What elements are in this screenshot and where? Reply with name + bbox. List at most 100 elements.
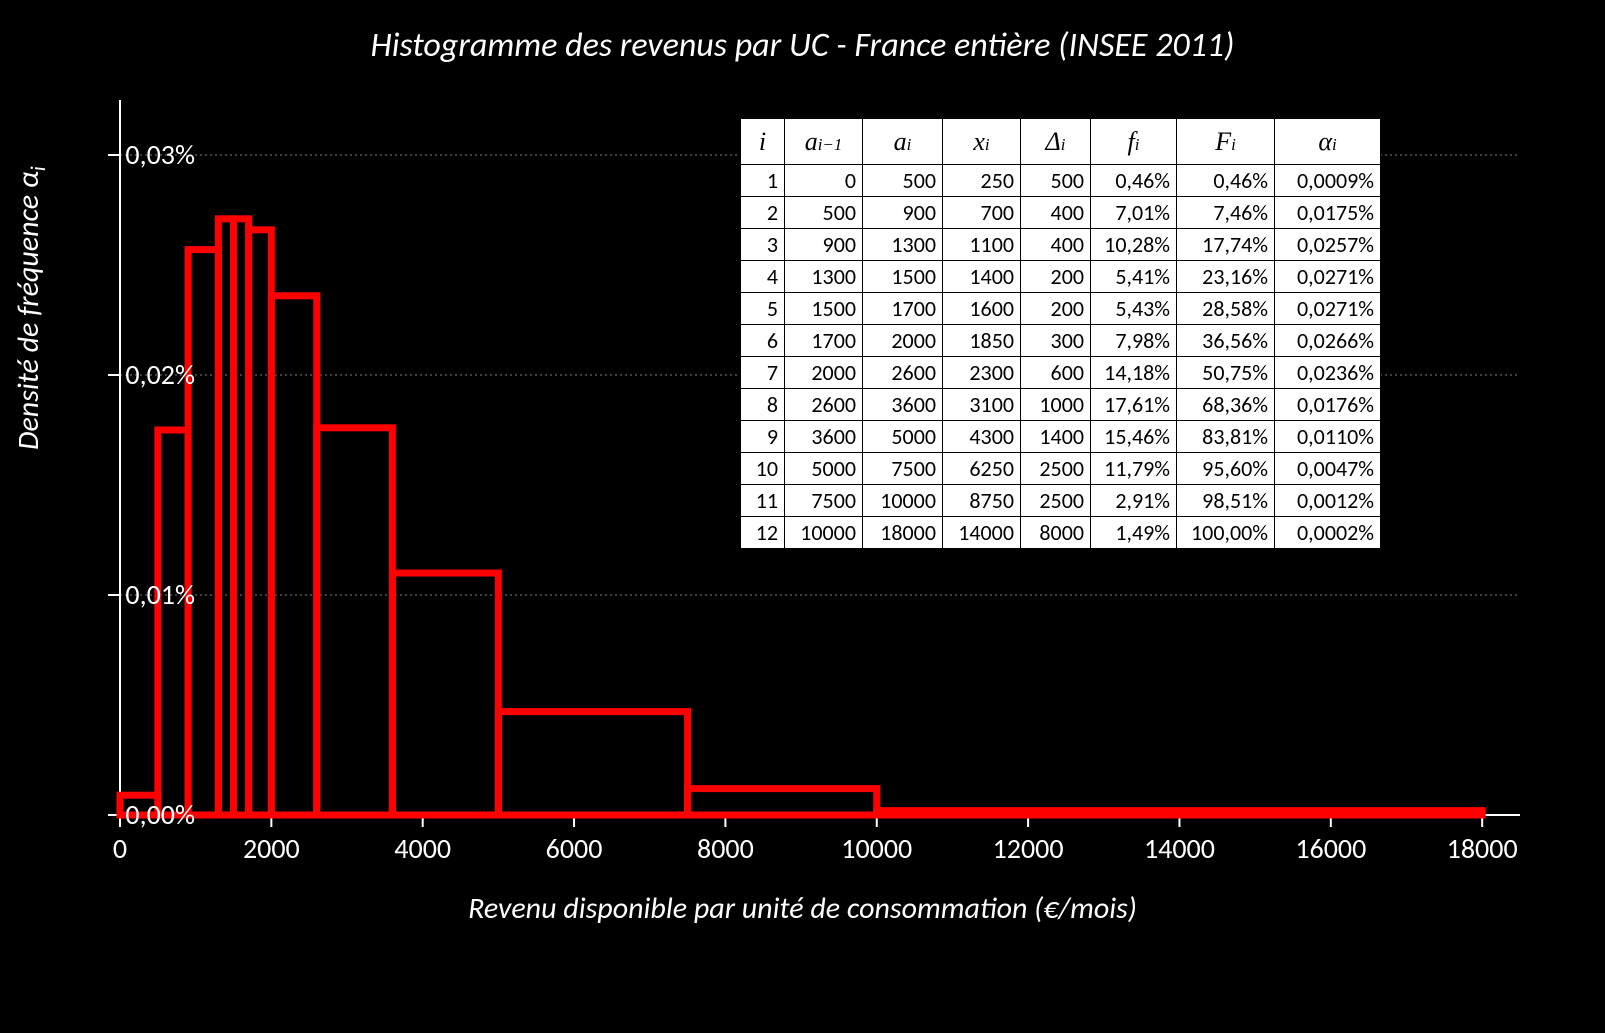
table-cell: 12 bbox=[741, 517, 785, 549]
table-cell: 95,60% bbox=[1177, 453, 1275, 485]
table-cell: 1,49% bbox=[1091, 517, 1177, 549]
histogram-bar bbox=[271, 296, 316, 815]
table-cell: 1700 bbox=[863, 293, 943, 325]
table-cell: 900 bbox=[863, 197, 943, 229]
table-cell: 0 bbox=[785, 165, 863, 197]
table-cell: 50,75% bbox=[1177, 357, 1275, 389]
histogram-bar bbox=[392, 573, 498, 815]
table-cell: 28,58% bbox=[1177, 293, 1275, 325]
table-cell: 400 bbox=[1021, 229, 1091, 261]
table-cell: 0,0012% bbox=[1275, 485, 1381, 517]
table-cell: 2300 bbox=[943, 357, 1021, 389]
table-header: xi bbox=[943, 119, 1021, 165]
histogram-bar bbox=[688, 789, 877, 815]
x-tick-label: 18000 bbox=[1447, 831, 1518, 866]
table-cell: 36,56% bbox=[1177, 325, 1275, 357]
table-cell: 10000 bbox=[863, 485, 943, 517]
table-cell: 1400 bbox=[943, 261, 1021, 293]
table-cell: 1 bbox=[741, 165, 785, 197]
table-row: 39001300110040010,28%17,74%0,0257% bbox=[741, 229, 1381, 261]
table-cell: 5 bbox=[741, 293, 785, 325]
table-cell: 8750 bbox=[943, 485, 1021, 517]
table-cell: 2500 bbox=[1021, 485, 1091, 517]
table-cell: 700 bbox=[943, 197, 1021, 229]
table-row: 10500075006250250011,79%95,60%0,0047% bbox=[741, 453, 1381, 485]
table-cell: 500 bbox=[863, 165, 943, 197]
x-tick-label: 0 bbox=[113, 831, 127, 866]
x-tick-label: 10000 bbox=[841, 831, 912, 866]
y-tick-label: 0,03% bbox=[85, 137, 195, 172]
table-header-row: iai−1aixiΔifiFiαi bbox=[741, 119, 1381, 165]
table-cell: 14,18% bbox=[1091, 357, 1177, 389]
table-cell: 500 bbox=[1021, 165, 1091, 197]
table-cell: 600 bbox=[1021, 357, 1091, 389]
table-cell: 1400 bbox=[1021, 421, 1091, 453]
table-cell: 3100 bbox=[943, 389, 1021, 421]
x-tick-label: 2000 bbox=[243, 831, 300, 866]
table-row: 8260036003100100017,61%68,36%0,0176% bbox=[741, 389, 1381, 421]
table-cell: 900 bbox=[785, 229, 863, 261]
y-tick-label: 0,01% bbox=[85, 577, 195, 612]
table-cell: 7,46% bbox=[1177, 197, 1275, 229]
table-cell: 17,74% bbox=[1177, 229, 1275, 261]
table-header: ai−1 bbox=[785, 119, 863, 165]
table-cell: 0,0002% bbox=[1275, 517, 1381, 549]
x-tick-label: 8000 bbox=[697, 831, 754, 866]
table-cell: 3 bbox=[741, 229, 785, 261]
table-row: 1210000180001400080001,49%100,00%0,0002% bbox=[741, 517, 1381, 549]
x-tick-label: 12000 bbox=[993, 831, 1064, 866]
table-cell: 14000 bbox=[943, 517, 1021, 549]
table-cell: 11,79% bbox=[1091, 453, 1177, 485]
x-tick-label: 4000 bbox=[394, 831, 451, 866]
table-header: ai bbox=[863, 119, 943, 165]
table-cell: 17,61% bbox=[1091, 389, 1177, 421]
table-cell: 500 bbox=[785, 197, 863, 229]
table-cell: 0,0176% bbox=[1275, 389, 1381, 421]
table-cell: 250 bbox=[943, 165, 1021, 197]
table-cell: 5000 bbox=[863, 421, 943, 453]
table-header: Δi bbox=[1021, 119, 1091, 165]
table-cell: 3600 bbox=[785, 421, 863, 453]
data-table: iai−1aixiΔifiFiαi105002505000,46%0,46%0,… bbox=[740, 118, 1381, 549]
table-cell: 8000 bbox=[1021, 517, 1091, 549]
table-cell: 1500 bbox=[785, 293, 863, 325]
table-cell: 2600 bbox=[863, 357, 943, 389]
table-row: 720002600230060014,18%50,75%0,0236% bbox=[741, 357, 1381, 389]
y-axis-label: Densité de fréquence αi bbox=[10, 166, 51, 450]
table-cell: 100,00% bbox=[1177, 517, 1275, 549]
table-cell: 1100 bbox=[943, 229, 1021, 261]
table-cell: 68,36% bbox=[1177, 389, 1275, 421]
table-cell: 300 bbox=[1021, 325, 1091, 357]
table-cell: 2,91% bbox=[1091, 485, 1177, 517]
table-row: 41300150014002005,41%23,16%0,0271% bbox=[741, 261, 1381, 293]
table-cell: 1300 bbox=[785, 261, 863, 293]
table-cell: 0,0257% bbox=[1275, 229, 1381, 261]
table-cell: 10000 bbox=[785, 517, 863, 549]
table-row: 105002505000,46%0,46%0,0009% bbox=[741, 165, 1381, 197]
table-row: 9360050004300140015,46%83,81%0,0110% bbox=[741, 421, 1381, 453]
table-cell: 10 bbox=[741, 453, 785, 485]
x-tick-label: 6000 bbox=[546, 831, 603, 866]
table-cell: 1850 bbox=[943, 325, 1021, 357]
histogram-bar bbox=[317, 428, 393, 815]
table-cell: 5000 bbox=[785, 453, 863, 485]
histogram-bar bbox=[188, 250, 218, 815]
table-row: 61700200018503007,98%36,56%0,0266% bbox=[741, 325, 1381, 357]
table-cell: 98,51% bbox=[1177, 485, 1275, 517]
histogram-bar bbox=[877, 811, 1482, 815]
table-cell: 0,46% bbox=[1091, 165, 1177, 197]
table-cell: 0,0110% bbox=[1275, 421, 1381, 453]
table-cell: 11 bbox=[741, 485, 785, 517]
y-tick-label: 0,02% bbox=[85, 357, 195, 392]
table-cell: 1500 bbox=[863, 261, 943, 293]
table-cell: 2500 bbox=[1021, 453, 1091, 485]
table-cell: 9 bbox=[741, 421, 785, 453]
histogram-bar bbox=[498, 712, 687, 815]
table-cell: 6250 bbox=[943, 453, 1021, 485]
table-cell: 2000 bbox=[785, 357, 863, 389]
table-row: 11750010000875025002,91%98,51%0,0012% bbox=[741, 485, 1381, 517]
table-cell: 1000 bbox=[1021, 389, 1091, 421]
x-axis-label: Revenu disponible par unité de consommat… bbox=[0, 890, 1605, 927]
table-cell: 23,16% bbox=[1177, 261, 1275, 293]
table-cell: 4300 bbox=[943, 421, 1021, 453]
